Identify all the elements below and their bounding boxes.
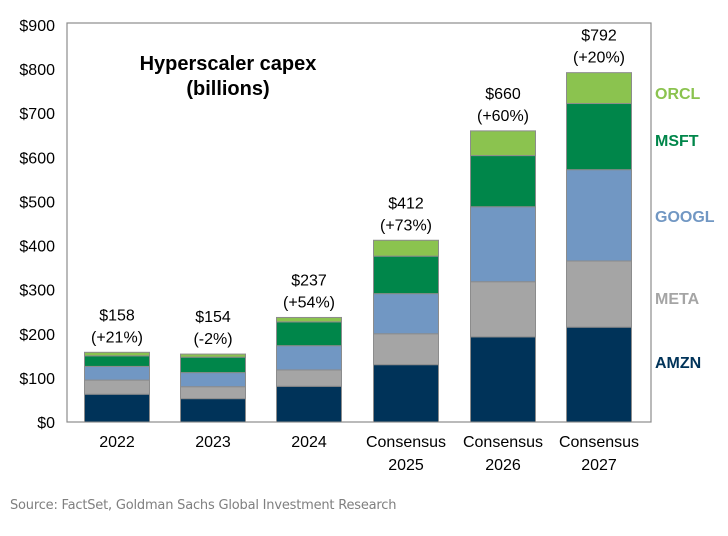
x-tick-label: 2022 — [99, 434, 135, 451]
y-tick-label: $800 — [19, 62, 55, 79]
x-tick-label: Consensus — [463, 434, 543, 451]
bar-segment-amzn — [276, 385, 342, 423]
growth-label: (+73%) — [380, 217, 432, 234]
y-tick-label: $400 — [19, 239, 55, 256]
bar-segment-googl — [276, 345, 342, 371]
x-tick-label: Consensus — [559, 434, 639, 451]
bar-segment-meta — [180, 386, 246, 400]
bar-segment-orcl — [373, 239, 439, 257]
bar-segment-googl — [373, 293, 439, 335]
growth-label: (+21%) — [91, 329, 143, 346]
bar-segment-orcl — [84, 351, 150, 357]
total-label: $660 — [485, 86, 521, 103]
bar-segment-amzn — [180, 398, 246, 423]
bar-segment-meta — [276, 369, 342, 387]
bar-segment-msft — [276, 321, 342, 347]
chart-subtitle: (billions) — [186, 78, 269, 100]
y-tick-label: $100 — [19, 371, 55, 388]
x-tick-label: 2026 — [485, 457, 521, 474]
x-tick-label: Consensus — [366, 434, 446, 451]
legend-meta: META — [655, 291, 700, 308]
bar-segment-amzn — [373, 364, 439, 423]
legend-amzn: AMZN — [655, 355, 701, 372]
y-tick-label: $600 — [19, 150, 55, 167]
y-tick-label: $200 — [19, 327, 55, 344]
bar-segment-msft — [566, 103, 632, 171]
bar-segment-googl — [84, 365, 150, 381]
legend-googl: GOOGL — [655, 209, 715, 226]
growth-label: (-2%) — [193, 331, 232, 348]
y-tick-label: $300 — [19, 283, 55, 300]
source-note: Source: FactSet, Goldman Sachs Global In… — [10, 498, 397, 513]
growth-label: (+20%) — [573, 50, 625, 67]
total-label: $792 — [581, 28, 617, 45]
bar-segment-orcl — [276, 316, 342, 323]
bar-segment-meta — [566, 260, 632, 328]
x-tick-label: 2027 — [581, 457, 617, 474]
y-tick-label: $500 — [19, 194, 55, 211]
growth-label: (+60%) — [477, 108, 529, 125]
bar-segment-msft — [470, 155, 536, 208]
x-tick-label: 2023 — [195, 434, 231, 451]
x-tick-label: 2025 — [388, 457, 424, 474]
plot-frame — [66, 22, 652, 423]
bar-segment-meta — [84, 379, 150, 395]
bar-segment-googl — [566, 169, 632, 262]
bar-segment-msft — [373, 255, 439, 295]
bar-segment-msft — [180, 356, 246, 374]
bar-segment-msft — [84, 355, 150, 367]
legend-orcl: ORCL — [655, 86, 701, 103]
chart-title: Hyperscaler capex — [140, 53, 317, 75]
total-label: $154 — [195, 309, 231, 326]
x-tick-label: 2024 — [291, 434, 327, 451]
bar-segment-orcl — [566, 72, 632, 105]
total-label: $158 — [99, 307, 135, 324]
bar-segment-amzn — [84, 393, 150, 423]
bar-segment-amzn — [566, 326, 632, 423]
bar-segment-orcl — [470, 130, 536, 157]
y-tick-label: $900 — [19, 18, 55, 35]
growth-label: (+54%) — [283, 294, 335, 311]
bar-segment-meta — [373, 333, 439, 366]
total-label: $412 — [388, 195, 424, 212]
total-label: $237 — [291, 272, 327, 289]
bar-segment-amzn — [470, 336, 536, 423]
bar-segment-googl — [180, 372, 246, 388]
bar-segment-googl — [470, 206, 536, 283]
bar-segment-orcl — [180, 353, 246, 358]
legend-msft: MSFT — [655, 133, 699, 150]
y-tick-label: $0 — [37, 415, 55, 432]
bar-segment-meta — [470, 281, 536, 338]
y-tick-label: $700 — [19, 106, 55, 123]
